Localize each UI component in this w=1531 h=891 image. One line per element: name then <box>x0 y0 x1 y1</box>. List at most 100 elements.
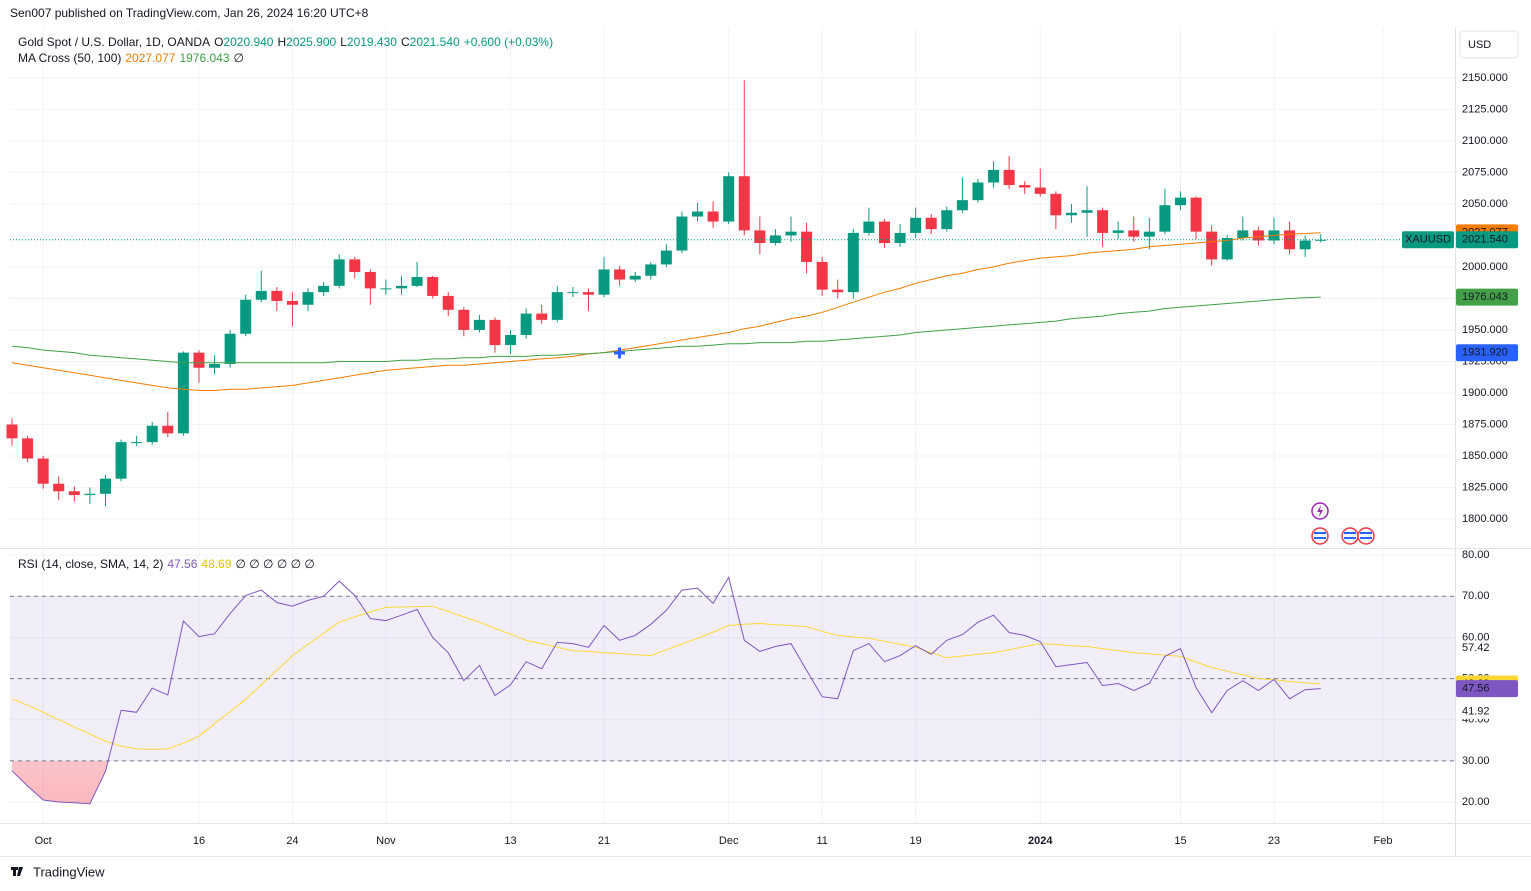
candle-body <box>302 292 314 305</box>
x-tick-label: 11 <box>816 835 827 847</box>
y-tick-label: 60.00 <box>1462 631 1490 643</box>
candle-body <box>193 352 205 368</box>
rsi-sma-value: 48.69 <box>201 557 232 571</box>
candle-body <box>1159 205 1171 232</box>
candle-body <box>131 442 143 444</box>
rsi-sma-line <box>11 605 1321 750</box>
candle-body <box>941 210 953 230</box>
event-icon-glyph <box>1317 505 1323 517</box>
candle-body <box>754 230 766 243</box>
price-tag-label: 1931.920 <box>1462 347 1508 359</box>
candle-body <box>1097 210 1109 233</box>
candle-body <box>645 264 657 276</box>
rsi-line <box>11 576 1321 805</box>
rsi-settings[interactable]: ∅ ∅ ∅ ∅ ∅ ∅ <box>235 557 315 571</box>
candle-body <box>660 250 672 265</box>
candle-body <box>723 176 735 222</box>
candle-body <box>551 292 563 320</box>
price-tag-label: 1976.043 <box>1462 291 1508 303</box>
price-tag <box>1456 704 1518 719</box>
event-icon[interactable] <box>1311 527 1329 545</box>
x-tick-label: 13 <box>504 835 516 847</box>
candle-body <box>988 169 1000 183</box>
candle-body <box>1175 197 1186 206</box>
candle-body <box>396 285 407 289</box>
footer-brand: TradingView <box>33 864 105 879</box>
candle-body <box>162 425 174 434</box>
price-tag <box>1456 641 1518 656</box>
ohlc-key: L <box>340 35 347 49</box>
candle-body <box>614 269 626 280</box>
candle-body <box>1284 230 1296 250</box>
candle-body <box>224 333 236 364</box>
y-tick-label: 80.00 <box>1462 549 1490 561</box>
candle-body <box>115 442 127 479</box>
candle-body <box>692 211 704 217</box>
publish-header: Sen007 published on TradingView.com, Jan… <box>10 6 369 20</box>
price-tag <box>1456 680 1518 698</box>
price-tag <box>1456 288 1518 306</box>
candle-body <box>1081 210 1093 213</box>
y-tick-label: 2075.000 <box>1462 166 1508 178</box>
ohlc-value: 2025.900 <box>286 35 337 49</box>
candle-body <box>1050 193 1062 216</box>
candle-body <box>582 292 594 295</box>
candle-body <box>847 232 859 293</box>
candle-body <box>209 363 221 368</box>
price-tag-label: 41.92 <box>1462 706 1490 718</box>
candle-body <box>364 271 376 289</box>
indicator-value: 1976.043 <box>179 51 230 65</box>
candle-body <box>910 217 922 233</box>
candle-body <box>878 221 890 243</box>
candle-body <box>972 182 984 201</box>
currency-button[interactable] <box>1459 30 1519 59</box>
flag-stripes <box>1314 532 1372 539</box>
symbol-tag-label: XAUUSD <box>1405 234 1451 246</box>
rsi-title: RSI (14, close, SMA, 14, 2) <box>18 557 164 571</box>
candle-body <box>84 493 96 496</box>
x-tick-label: 15 <box>1174 835 1186 847</box>
x-tick-label: Nov <box>376 835 396 847</box>
candle-body <box>255 290 267 300</box>
event-icon[interactable] <box>1341 527 1359 545</box>
y-tick-label: 1800.000 <box>1462 513 1508 525</box>
x-tick-label: 16 <box>193 835 205 847</box>
x-tick-label: Oct <box>35 835 52 847</box>
y-tick-label: 2100.000 <box>1462 135 1508 147</box>
indicator-settings[interactable]: ∅ <box>233 51 244 65</box>
candle-body <box>1112 230 1124 233</box>
candle-body <box>505 335 517 346</box>
candle-body <box>1143 231 1155 237</box>
symbol-tag <box>1402 231 1454 249</box>
candle-body <box>1019 185 1031 188</box>
candle-body <box>22 438 34 459</box>
candle-body <box>925 217 937 230</box>
y-tick-label: 2125.000 <box>1462 103 1508 115</box>
ma-line <box>11 296 1321 364</box>
ma-line <box>11 232 1321 391</box>
candle-body <box>6 424 18 439</box>
candle-body <box>177 352 189 434</box>
candle-body <box>442 295 454 310</box>
candle-body <box>1190 197 1202 232</box>
x-tick-label: Dec <box>719 835 739 847</box>
candle-body <box>68 491 80 496</box>
candle-body <box>53 483 65 492</box>
ohlc-value: 2020.940 <box>223 35 274 49</box>
candle-body <box>1128 230 1140 237</box>
event-icon[interactable] <box>1357 527 1375 545</box>
candle-body <box>707 211 719 222</box>
candle-body <box>536 313 548 320</box>
candle-body <box>380 288 392 290</box>
candle-body <box>567 292 579 294</box>
ohlc-key: O <box>214 35 224 49</box>
candle-body <box>318 285 330 293</box>
ohlc-key: C <box>400 35 410 49</box>
candle-body <box>1034 187 1046 194</box>
candle-body <box>286 300 298 305</box>
ohlc-value: 2019.430 <box>346 35 397 49</box>
candle-body <box>956 200 968 211</box>
x-tick-label: 19 <box>910 835 922 847</box>
x-tick-label: Feb <box>1374 835 1393 847</box>
